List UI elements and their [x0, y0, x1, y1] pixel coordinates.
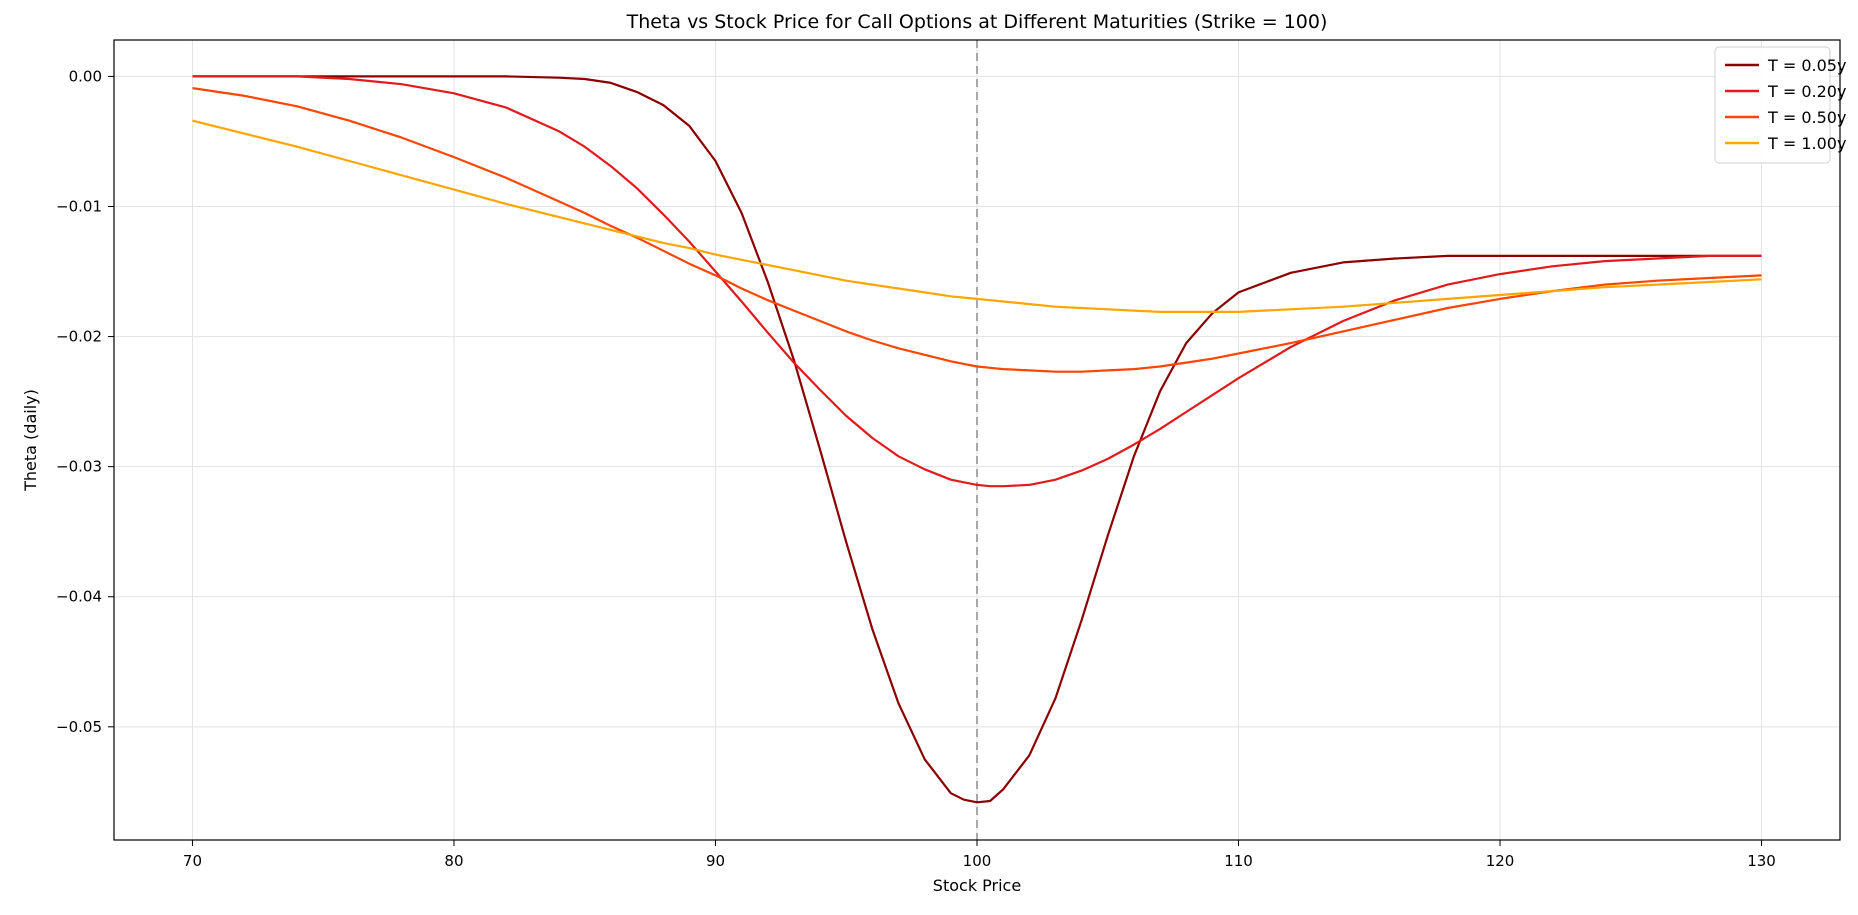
y-tick-label: −0.02 [56, 328, 102, 346]
x-tick-label: 70 [183, 852, 202, 870]
x-tick-label: 120 [1486, 852, 1515, 870]
y-tick-label: 0.00 [69, 67, 102, 85]
legend-label: T = 1.00y [1767, 134, 1846, 153]
series-line-4 [192, 119, 1762, 313]
x-tick-label: 80 [444, 852, 463, 870]
y-axis-label: Theta (daily) [21, 389, 40, 492]
series-line-2 [192, 75, 1762, 488]
x-axis-label: Stock Price [933, 876, 1021, 895]
legend-label: T = 0.20y [1767, 82, 1846, 101]
y-tick-label: −0.01 [56, 198, 102, 216]
grid-layer [114, 40, 1840, 840]
y-tick-label: −0.03 [56, 458, 102, 476]
x-tick-label: 90 [706, 852, 725, 870]
legend-label: T = 0.50y [1767, 108, 1846, 127]
y-tick-label: −0.05 [56, 718, 102, 736]
legend: T = 0.05y T = 0.20y T = 0.50y T = 1.00y [1714, 46, 1846, 164]
series-line-1 [192, 75, 1762, 804]
x-tick-label: 110 [1224, 852, 1253, 870]
x-tick-label: 130 [1747, 852, 1776, 870]
y-tick-label: −0.04 [56, 588, 102, 606]
series-layer [192, 75, 1762, 804]
chart-title: Theta vs Stock Price for Call Options at… [626, 11, 1328, 33]
legend-label: T = 0.05y [1767, 56, 1846, 75]
series-line-3 [192, 87, 1762, 373]
tick-layer: 70 80 90 100 110 120 130 0.00 −0.01 −0.02 −0.03 −0.… [56, 67, 1776, 870]
legend-box [1714, 46, 1831, 164]
x-tick-label: 100 [963, 852, 992, 870]
